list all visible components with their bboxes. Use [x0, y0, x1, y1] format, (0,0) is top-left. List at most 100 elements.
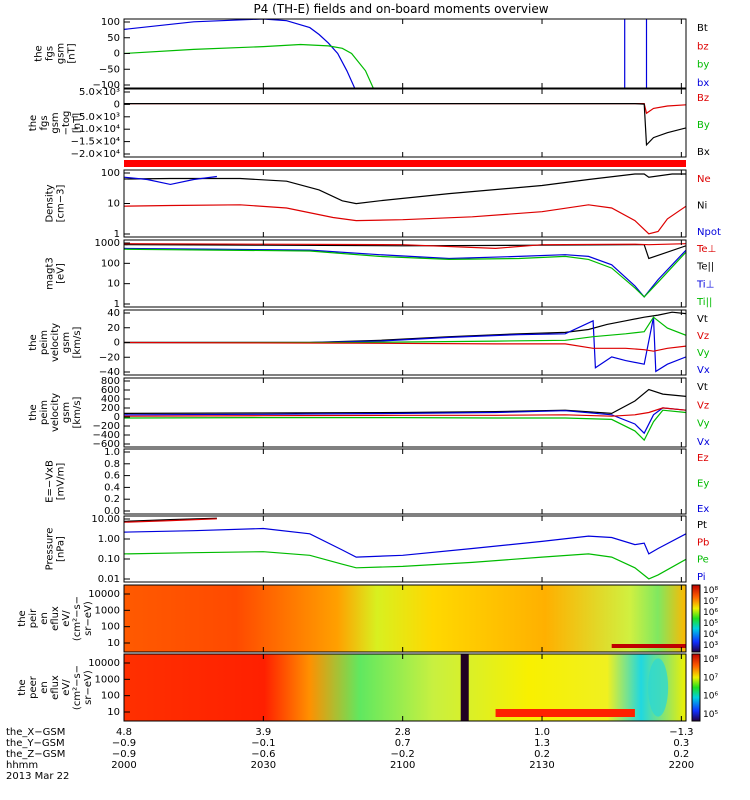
y-tick-label: −2.0×10⁴ — [71, 149, 120, 160]
y-tick-label: 10 — [107, 638, 120, 649]
panel-7: 10.00 1.00 0.10 0.01 Pressure [nPa] Pt Pb Pe Pi — [45, 514, 710, 585]
legend-item: Bt — [697, 23, 708, 34]
colorbar-tick-label: 10⁶ — [703, 692, 718, 702]
legend-item: bz — [697, 41, 709, 52]
y-axis-label: [nPa] — [56, 536, 67, 562]
panel-frame — [123, 448, 687, 515]
legend-item: Vz — [697, 331, 709, 342]
y-axis-label: sr−eV) — [83, 670, 94, 705]
panel-2: 100 10 1 Density [cm−3] Ne Ni Npot — [45, 168, 721, 240]
x-axis-value: 0.3 — [673, 738, 689, 749]
series-line-Ti⊥ — [124, 247, 686, 298]
x-axis-value: −0.6 — [251, 749, 275, 760]
y-tick-label: 1.00 — [98, 534, 120, 545]
y-tick-label: 600 — [101, 385, 120, 396]
series-line-Npot — [124, 175, 217, 186]
series-line-Bx — [124, 103, 686, 147]
x-axis-value: −0.2 — [391, 749, 415, 760]
x-axis-value: 2100 — [390, 760, 415, 771]
y-tick-label: 0 — [114, 338, 120, 349]
y-tick-label: 100 — [101, 258, 120, 269]
y-tick-label: 0 — [114, 49, 120, 60]
y-tick-label: 50 — [107, 33, 120, 44]
y-tick-label: 1000 — [95, 238, 120, 249]
y-axis-label: eV/ — [61, 610, 72, 627]
x-axis-annotation: the_X−GSM the_Y−GSM the_Z−GSM hhmm 2013 … — [6, 727, 694, 782]
y-tick-label: 0.10 — [98, 554, 120, 565]
y-axis-label: gsm — [50, 112, 61, 133]
y-axis-label: fgs — [39, 115, 50, 130]
series-line-Vy — [124, 316, 686, 344]
panel-frame — [123, 18, 687, 89]
y-tick-label: 1 — [114, 229, 120, 240]
x-axis-value: 2030 — [251, 760, 276, 771]
y-axis-label: the — [17, 610, 28, 626]
legend-item: by — [697, 60, 709, 71]
y-tick-label: 0.4 — [104, 482, 120, 493]
series-line-Ne — [124, 204, 686, 235]
series-line-Te⊥ — [124, 243, 686, 250]
series-line-Vz — [124, 407, 686, 417]
colorbar-tick-label: 10⁵ — [703, 710, 718, 720]
x-axis-value: −0.9 — [112, 749, 136, 760]
y-axis-label: fgs — [45, 46, 56, 61]
y-axis-label: peim — [39, 330, 50, 355]
y-axis-label: en — [39, 681, 50, 694]
y-axis-label: [km/s] — [72, 396, 83, 428]
panel-frame — [123, 377, 687, 448]
y-tick-label: 0.6 — [104, 471, 120, 482]
y-tick-label: −1.5×10⁴ — [71, 137, 120, 148]
y-tick-label: −1.0×10⁴ — [71, 124, 120, 135]
x-axis-value: 2.8 — [395, 727, 411, 738]
colorbar-tick-label: 10⁸ — [703, 655, 718, 665]
y-tick-label: 10 — [107, 279, 120, 290]
y-tick-label: 100 — [101, 691, 120, 702]
legend-item: Vt — [697, 382, 708, 393]
x-axis-value: 0.7 — [395, 738, 411, 749]
x-axis-value: 0.2 — [534, 749, 550, 760]
x-axis-value: 2130 — [529, 760, 554, 771]
colorbar-tick-label: 10⁷ — [703, 597, 718, 607]
series-group — [124, 19, 648, 88]
panel-frame — [123, 88, 687, 158]
y-axis-label: eflux — [50, 675, 61, 700]
panel-frame — [123, 239, 687, 308]
panel-0: 100 50 0 −50 −100 the fgs gsm [nT] Bt bz by bx — [34, 17, 710, 91]
y-tick-label: 10.00 — [91, 514, 120, 525]
y-tick-label: 5.0×10³ — [79, 87, 120, 98]
legend-item: Ne — [697, 174, 711, 185]
y-tick-label: 100 — [101, 168, 120, 179]
spectrogram-feature — [648, 658, 669, 717]
series-line-by — [124, 43, 374, 88]
legend-item: Npot — [697, 227, 721, 238]
series-line-Vt — [124, 311, 686, 344]
x-axis-value: 2000 — [111, 760, 136, 771]
legend-item: By — [697, 120, 710, 131]
y-tick-label: −50 — [99, 64, 120, 75]
y-tick-label: 10 — [107, 707, 120, 718]
y-axis-label: sr−eV) — [83, 601, 94, 636]
series-line-Ni — [124, 173, 686, 205]
series-line-Bz — [124, 103, 686, 115]
series-group — [124, 103, 686, 147]
series-line-Vx — [124, 407, 686, 435]
panel-4: 40 20 0 −20 −40 the peim velocity gsm [km/s] Vt Vz V… — [28, 308, 710, 378]
y-tick-label: 10000 — [88, 658, 120, 669]
panel-6: 1.00.80.60.40.20.0 E=−VxB [mV/m] Ez Ey Ex — [45, 447, 710, 517]
spectrogram-feature — [495, 709, 635, 717]
colorbar-tick-label: 10³ — [703, 641, 718, 651]
y-tick-label: −5.0×10³ — [71, 112, 120, 123]
y-axis-label: [nT] — [72, 113, 83, 133]
series-group — [124, 388, 686, 442]
y-axis-label: [nT] — [67, 43, 78, 63]
legend-item: Te⊥ — [696, 244, 716, 255]
y-axis-label: the — [34, 45, 45, 61]
y-tick-label: 1 — [114, 299, 120, 310]
legend-item: Vt — [697, 314, 708, 325]
y-axis-label: gsm — [56, 43, 67, 64]
colorbar-tick-label: 10⁷ — [703, 673, 718, 683]
series-line-Vx — [124, 317, 686, 373]
